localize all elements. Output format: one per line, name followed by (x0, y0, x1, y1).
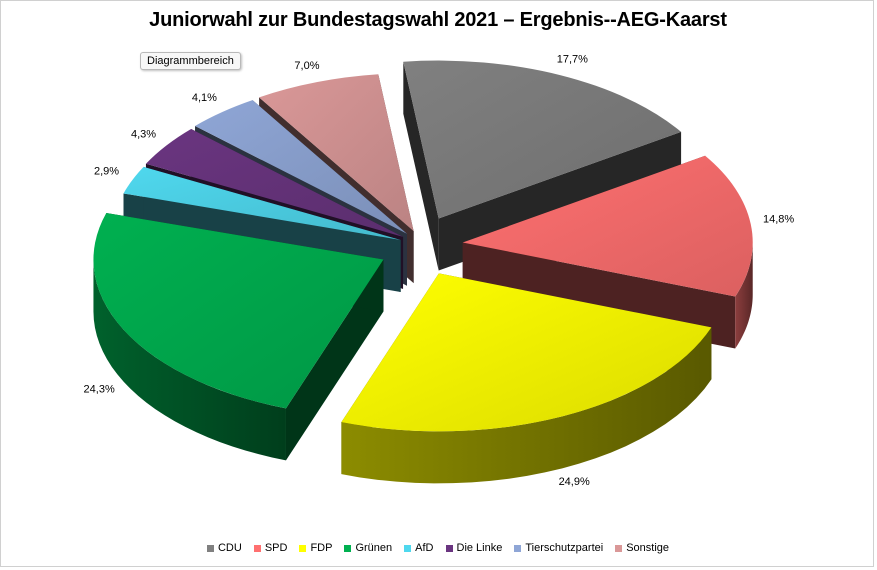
slice-gr-nen[interactable] (93, 213, 384, 409)
legend-swatch-spd (253, 544, 261, 552)
legend-label-fdp: FDP (310, 542, 333, 554)
legend-swatch-tierschutzpartei (514, 544, 522, 552)
legend-swatch-die-linke (445, 544, 453, 552)
slice-cdu[interactable] (403, 60, 682, 219)
slice-afd[interactable] (123, 166, 401, 240)
legend-item-gr-nen[interactable]: Grünen (344, 542, 392, 554)
data-label-sonstige: 7,0% (294, 60, 319, 72)
legend-item-die-linke[interactable]: Die Linke (445, 542, 503, 554)
slice-spd[interactable] (462, 155, 753, 297)
slice-tierschutzpartei[interactable] (195, 100, 407, 234)
data-label-die-linke: 4,3% (131, 128, 156, 140)
legend[interactable]: CDU SPD FDP Grünen AfD Die Linke Tierschutzpar… (1, 542, 875, 554)
legend-item-afd[interactable]: AfD (404, 542, 434, 554)
legend-label-die-linke: Die Linke (456, 542, 503, 554)
slice-sonstige[interactable] (259, 74, 414, 232)
legend-label-tierschutzpartei: Tierschutzpartei (525, 542, 604, 554)
legend-item-fdp[interactable]: FDP (299, 542, 332, 554)
data-label-afd: 2,9% (94, 166, 119, 178)
data-label-cdu: 17,7% (557, 54, 588, 66)
legend-label-spd: SPD (264, 542, 288, 554)
legend-label-cdu: CDU (217, 542, 242, 554)
chart-area-tooltip: Diagrammbereich (140, 52, 241, 70)
data-label-fdp: 24,9% (559, 476, 590, 488)
legend-item-tierschutzpartei[interactable]: Tierschutzpartei (514, 542, 603, 554)
legend-label-afd: AfD (415, 542, 434, 554)
slice-fdp[interactable] (341, 273, 712, 432)
legend-swatch-fdp (299, 544, 307, 552)
data-label-tierschutzpartei: 4,1% (192, 92, 217, 104)
legend-item-sonstige[interactable]: Sonstige (615, 542, 669, 554)
legend-label-sonstige: Sonstige (626, 542, 670, 554)
pie-chart[interactable]: 17,7% 14,8% 24,9% 24,3% 2,9% 4,3% 4,1% 7,0% (1, 1, 875, 541)
legend-label-gr-nen: Grünen (355, 542, 393, 554)
chart-title: Juniorwahl zur Bundestagswahl 2021 – Erg… (149, 9, 727, 31)
legend-swatch-sonstige (615, 544, 623, 552)
legend-item-spd[interactable]: SPD (253, 542, 288, 554)
legend-item-cdu[interactable]: CDU (206, 542, 242, 554)
legend-swatch-cdu (206, 544, 214, 552)
data-label-spd: 14,8% (763, 214, 794, 226)
legend-swatch-afd (404, 544, 412, 552)
legend-swatch-gr-nen (344, 544, 352, 552)
data-label-gr-nen: 24,3% (84, 384, 115, 396)
slice-die-linke[interactable] (145, 129, 404, 237)
